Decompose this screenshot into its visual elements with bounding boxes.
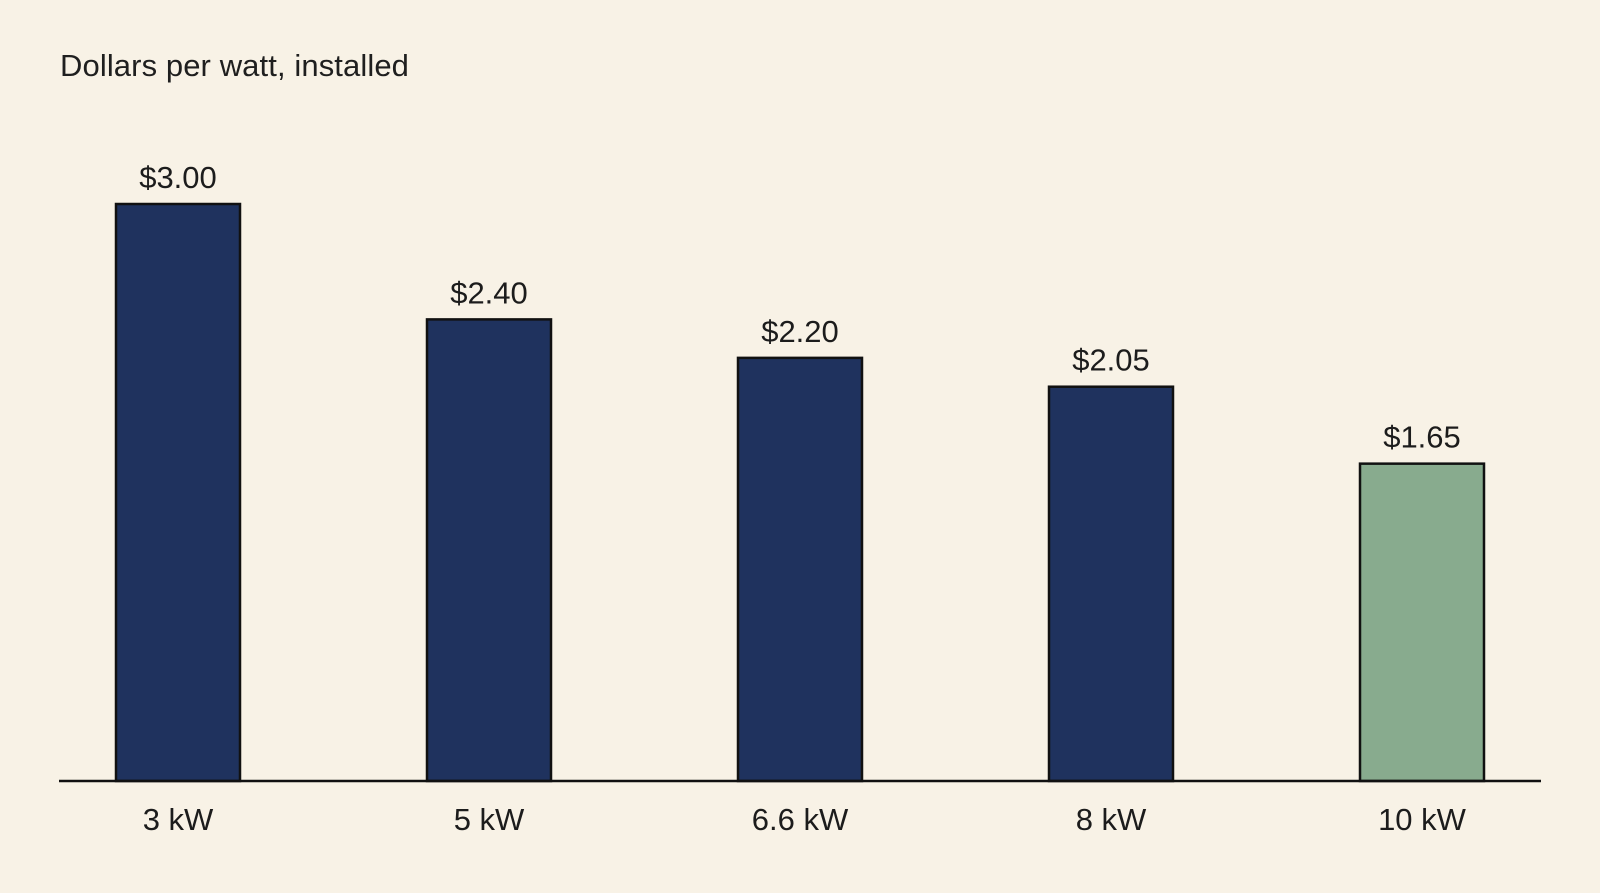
bar-6-6-kw — [736, 356, 864, 783]
bar-10-kw — [1358, 462, 1486, 783]
bars-layer — [114, 202, 1486, 783]
value-label: $2.40 — [450, 275, 528, 310]
labels-layer: $3.00 3 kW $2.40 5 kW $2.20 6.6 kW $2.05 8 kW $1… — [139, 160, 1466, 837]
bar-3-kw — [114, 202, 242, 783]
value-label: $2.20 — [761, 314, 839, 349]
x-tick-label: 8 kW — [1076, 802, 1147, 837]
chart-title: Dollars per watt, installed — [60, 48, 410, 83]
x-tick-label: 5 kW — [454, 802, 525, 837]
bar-8-kw — [1047, 385, 1175, 783]
value-label: $3.00 — [139, 160, 217, 195]
bar-5-kw — [425, 318, 553, 783]
value-label: $2.05 — [1072, 343, 1150, 378]
x-tick-label: 3 kW — [143, 802, 214, 837]
x-tick-label: 10 kW — [1378, 802, 1467, 837]
x-tick-label: 6.6 kW — [752, 802, 849, 837]
value-label: $1.65 — [1383, 420, 1461, 455]
